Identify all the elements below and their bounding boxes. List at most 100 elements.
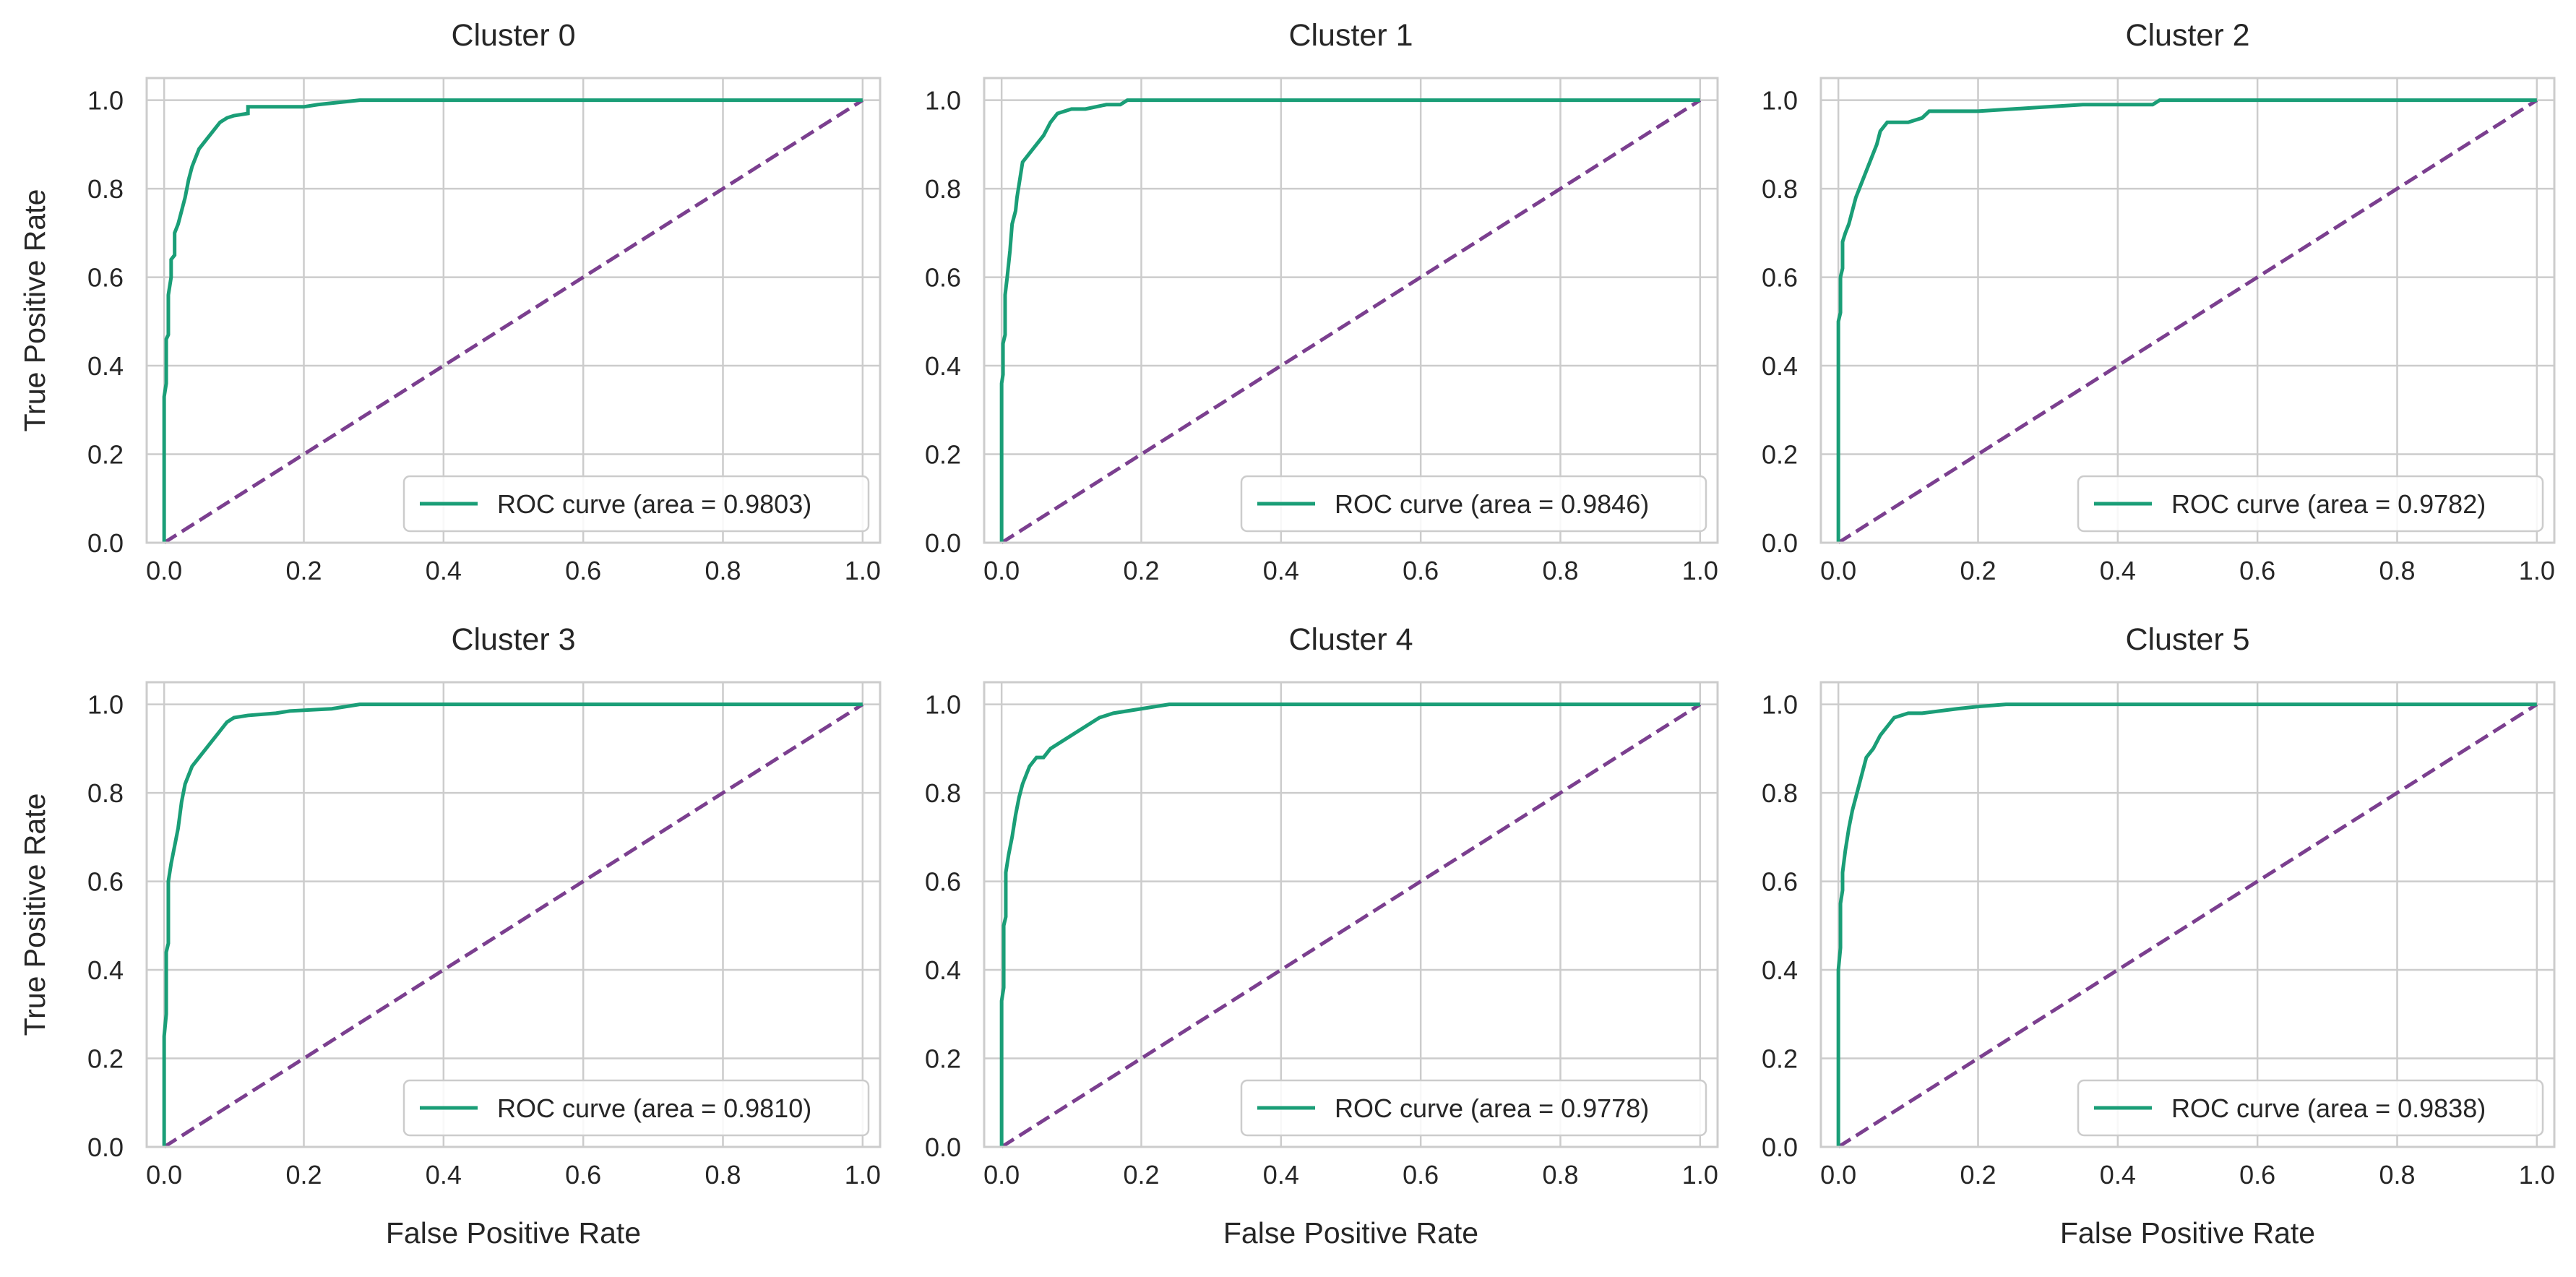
legend-label: ROC curve (area = 0.9782) — [2171, 489, 2486, 519]
y-tick-label: 0.4 — [87, 955, 124, 985]
x-tick-label: 0.8 — [2379, 556, 2415, 585]
y-tick-label: 1.0 — [87, 690, 124, 720]
x-tick-label: 0.4 — [2100, 1160, 2136, 1190]
axes-frame — [1819, 681, 2556, 1148]
y-tick-label: 0.8 — [87, 778, 124, 808]
x-tick-label: 1.0 — [1682, 556, 1718, 585]
y-tick-label: 1.0 — [925, 86, 961, 116]
x-tick-label: 0.2 — [1123, 1160, 1159, 1190]
x-axis-label: False Positive Rate — [2060, 1216, 2315, 1250]
x-tick-label: 0.0 — [146, 1160, 182, 1190]
y-tick-label: 0.0 — [925, 528, 961, 558]
y-tick-label: 0.4 — [925, 351, 961, 381]
y-tick-label: 0.0 — [925, 1132, 961, 1162]
legend-box — [2077, 1079, 2544, 1137]
panel-title: Cluster 5 — [2125, 622, 2249, 657]
x-axis-label: False Positive Rate — [386, 1216, 641, 1250]
roc-panel-1: 0.0 0.0 0.2 0.2 0.4 0.4 0.6 0.6 0.8 0.8 1.0 1.0 Clus… — [925, 18, 1719, 585]
y-tick-label: 1.0 — [87, 86, 124, 116]
chance-line — [1000, 702, 1702, 1149]
plot-area — [1821, 78, 2554, 543]
x-tick-label: 0.6 — [1403, 1160, 1439, 1190]
y-tick-label: 0.8 — [1762, 174, 1798, 204]
legend-label: ROC curve (area = 0.9810) — [497, 1093, 811, 1123]
plot-area — [147, 78, 880, 543]
y-tick-label: 0.0 — [87, 528, 124, 558]
panel-title: Cluster 3 — [451, 622, 575, 657]
chance-line — [1837, 98, 2538, 545]
x-tick-label: 0.0 — [1820, 556, 1856, 585]
legend-box — [1240, 475, 1707, 533]
legend: ROC curve (area = 0.9782) — [2077, 475, 2544, 533]
x-tick-label: 0.6 — [2239, 556, 2275, 585]
x-tick-label: 0.4 — [1263, 556, 1299, 585]
legend: ROC curve (area = 0.9838) — [2077, 1079, 2544, 1137]
roc-curve — [1836, 98, 2537, 543]
x-tick-label: 1.0 — [2519, 1160, 2555, 1190]
roc-panel-0: 0.0 0.0 0.2 0.2 0.4 0.4 0.6 0.6 0.8 0.8 1.0 1.0 Clus… — [18, 18, 882, 585]
x-tick-label: 0.4 — [426, 1160, 462, 1190]
x-tick-label: 0.0 — [983, 556, 1020, 585]
y-tick-label: 0.8 — [925, 778, 961, 808]
x-tick-label: 0.4 — [2100, 556, 2136, 585]
y-tick-label: 0.4 — [87, 351, 124, 381]
x-axis-label: False Positive Rate — [1223, 1216, 1478, 1250]
x-tick-label: 0.8 — [2379, 1160, 2415, 1190]
chance-line — [163, 702, 864, 1149]
x-tick-label: 1.0 — [845, 556, 881, 585]
x-tick-label: 0.2 — [1123, 556, 1159, 585]
x-tick-label: 0.6 — [565, 556, 601, 585]
y-tick-label: 0.6 — [87, 867, 124, 897]
legend-label: ROC curve (area = 0.9846) — [1335, 489, 1649, 519]
y-tick-label: 0.4 — [925, 955, 961, 985]
x-tick-label: 0.4 — [1263, 1160, 1299, 1190]
x-tick-label: 0.2 — [1960, 1160, 1996, 1190]
x-tick-label: 0.0 — [146, 556, 182, 585]
x-tick-label: 0.0 — [983, 1160, 1020, 1190]
y-tick-label: 0.8 — [1762, 778, 1798, 808]
y-tick-label: 0.2 — [87, 1044, 124, 1074]
x-tick-label: 0.8 — [705, 1160, 741, 1190]
y-tick-label: 0.2 — [925, 440, 961, 470]
panel-title: Cluster 2 — [2125, 18, 2249, 53]
y-tick-label: 0.8 — [87, 174, 124, 204]
y-tick-label: 0.2 — [1762, 440, 1798, 470]
x-tick-label: 0.2 — [1960, 556, 1996, 585]
panel-title: Cluster 0 — [451, 18, 575, 53]
plot-area — [984, 78, 1718, 543]
y-tick-label: 0.2 — [925, 1044, 961, 1074]
roc-panel-3: 0.0 0.0 0.2 0.2 0.4 0.4 0.6 0.6 0.8 0.8 1.0 1.0 Clus… — [18, 622, 882, 1250]
y-tick-label: 0.6 — [1762, 263, 1798, 293]
y-tick-label: 0.6 — [87, 263, 124, 293]
roc-panel-5: 0.0 0.0 0.2 0.2 0.4 0.4 0.6 0.6 0.8 0.8 1.0 1.0 Clus… — [1762, 622, 2556, 1250]
y-axis-label: True Positive Rate — [18, 794, 51, 1036]
y-tick-label: 0.0 — [1762, 1132, 1798, 1162]
plot-area — [1821, 682, 2554, 1147]
roc-panel-4: 0.0 0.0 0.2 0.2 0.4 0.4 0.6 0.6 0.8 0.8 1.0 1.0 Clus… — [925, 622, 1719, 1250]
x-tick-label: 0.2 — [285, 1160, 322, 1190]
roc-curve — [999, 702, 1700, 1147]
x-tick-label: 1.0 — [845, 1160, 881, 1190]
legend: ROC curve (area = 0.9810) — [402, 1079, 870, 1137]
legend: ROC curve (area = 0.9846) — [1240, 475, 1707, 533]
chance-line — [1000, 98, 1702, 545]
plot-area — [984, 682, 1718, 1147]
legend-box — [2077, 475, 2544, 533]
axes-frame — [1819, 77, 2556, 544]
x-tick-label: 1.0 — [2519, 556, 2555, 585]
legend-box — [402, 475, 870, 533]
y-tick-label: 0.4 — [1762, 351, 1798, 381]
y-tick-label: 0.8 — [925, 174, 961, 204]
legend-box — [402, 1079, 870, 1137]
y-tick-label: 1.0 — [1762, 86, 1798, 116]
axes-frame — [145, 681, 882, 1148]
x-tick-label: 0.6 — [2239, 1160, 2275, 1190]
y-tick-label: 0.4 — [1762, 955, 1798, 985]
legend-label: ROC curve (area = 0.9778) — [1335, 1093, 1649, 1123]
legend-label: ROC curve (area = 0.9838) — [2171, 1093, 2486, 1123]
x-tick-label: 0.6 — [565, 1160, 601, 1190]
legend: ROC curve (area = 0.9803) — [402, 475, 870, 533]
axes-frame — [983, 681, 1719, 1148]
y-tick-label: 1.0 — [1762, 690, 1798, 720]
plot-area — [147, 682, 880, 1147]
